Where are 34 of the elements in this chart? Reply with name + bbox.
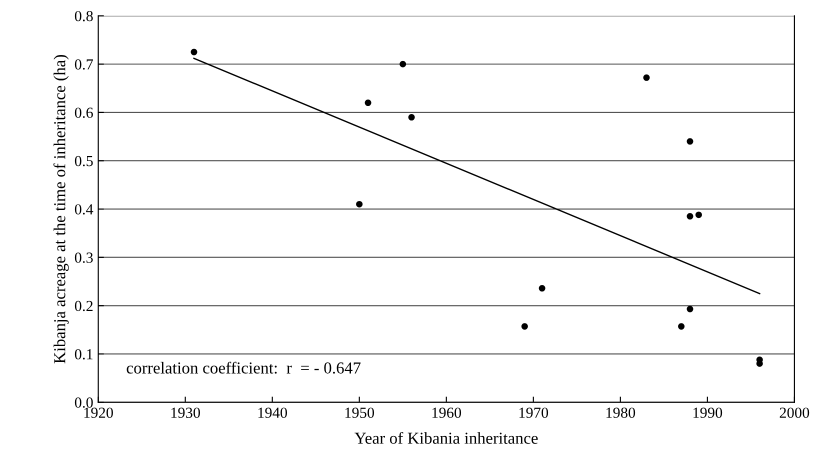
point [678,323,685,330]
x-tick-label: 1930 [171,408,200,418]
x-tick-label: 2000 [780,408,810,418]
y-tick-label: 0.1 [74,349,92,360]
x-tick-label: 1990 [693,408,722,418]
point [356,200,363,208]
x-tick-label: 1920 [84,408,113,418]
x-tick-label: 1970 [519,408,548,418]
y-tick-label: 0.4 [74,204,94,215]
point [408,114,415,121]
x-tick-label: 1950 [345,408,374,418]
x-tick-label: 1980 [606,408,636,418]
point [521,323,528,330]
point [538,285,546,292]
x-tick-label: 1940 [258,408,288,418]
x-axis-title: Year of Kibania inheritance [354,432,538,444]
y-tick-label: 0.0 [74,397,93,408]
y-tick-label: 0.6 [74,108,93,118]
point [695,212,702,218]
point [686,306,694,312]
point [364,100,372,106]
y-tick-label: 0.5 [74,156,93,166]
y-tick-label: 0.3 [74,252,93,263]
x-tick-label: 1960 [432,408,462,418]
annotation: correlation coefficient: r = - 0.647 [126,362,361,374]
y-tick-label: 0.2 [74,300,93,312]
y-axis-title: Kibanja acreage at the time of inheritance (ha) [53,55,69,364]
y-tick-label: 0.8 [74,10,93,22]
point [643,74,650,81]
point [190,48,198,56]
point [400,60,406,68]
point [686,138,694,145]
point [686,213,694,220]
y-tick-label: 0.7 [74,59,93,70]
